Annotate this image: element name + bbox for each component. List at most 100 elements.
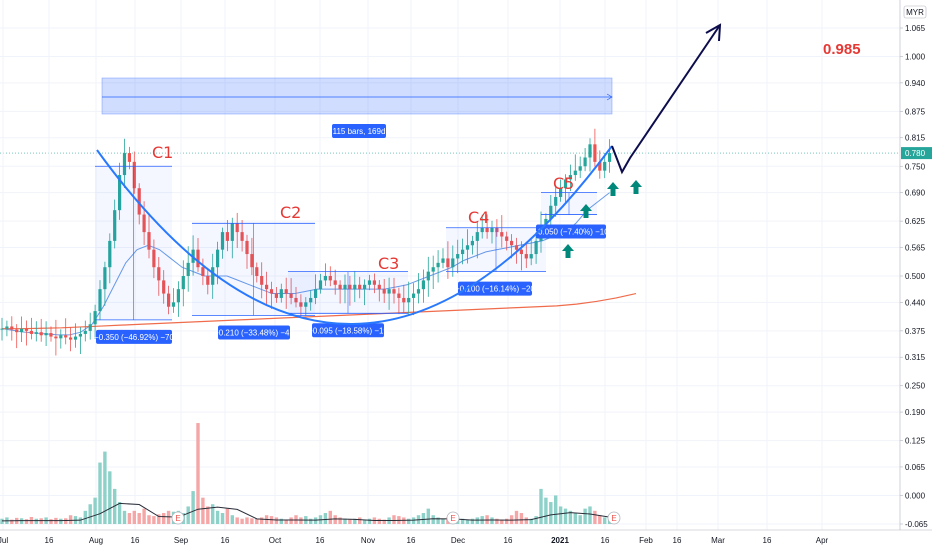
range-label-box — [332, 124, 386, 138]
candle-body — [24, 328, 29, 331]
volume-bar — [421, 513, 426, 524]
candle-body — [122, 153, 127, 176]
volume-bar — [34, 518, 38, 524]
volume-bar — [127, 513, 132, 524]
candle-body — [461, 249, 465, 255]
candle-body — [309, 297, 313, 303]
buy-arrow-icon — [630, 180, 642, 194]
candle-body — [426, 271, 430, 281]
volume-bar — [245, 517, 249, 524]
volume-bar — [137, 513, 141, 524]
volume-bar — [152, 516, 156, 524]
price-axis[interactable]: 1.065 1.000 0.940 0.875 0.815 0.750 0.690 0.625… — [899, 0, 932, 550]
measure-label-box — [536, 224, 606, 239]
volume-bar — [343, 518, 347, 524]
time-tick-label: 16 — [763, 536, 772, 545]
volume-bar — [162, 513, 166, 524]
candle-body — [15, 329, 19, 333]
candle-body — [294, 297, 298, 303]
price-tick-label: 0.125 — [905, 437, 926, 446]
volume-average-line — [1, 502, 610, 522]
volume-bar — [358, 517, 362, 524]
candle-body — [5, 326, 9, 329]
candle-body — [64, 335, 68, 338]
candle-body — [510, 240, 514, 246]
candle-body — [382, 289, 386, 294]
candle-body — [451, 258, 455, 268]
candle-body — [593, 144, 597, 162]
candle-body — [78, 333, 82, 337]
candle-body — [44, 333, 48, 336]
measurement-tools: −0.350 (−46.92%) −70 −0.210 (−33.48%) −42… — [94, 165, 609, 344]
candle-body — [436, 262, 440, 268]
volume-bar — [514, 510, 519, 524]
time-axis[interactable]: Jul 16 Aug 16 Sep 16 Oct 16 Nov 16 Dec 16 2021 16 Feb 1… — [0, 529, 932, 550]
candle-body — [519, 249, 523, 255]
ma-long-line — [2, 292, 637, 330]
earnings-marker-icon — [607, 511, 621, 525]
price-tick-label: 0.625 — [905, 217, 926, 226]
volume-bar — [10, 519, 14, 524]
candle-body — [279, 289, 283, 298]
candle-body — [240, 232, 244, 241]
price-tick-label: 0.250 — [905, 382, 926, 391]
ma-short-line — [1, 192, 610, 336]
candle-body — [314, 289, 318, 298]
time-tick-label: Dec — [451, 536, 465, 545]
price-tick-label: -0.065 — [905, 520, 928, 529]
candle-body — [500, 232, 504, 237]
time-tick-label: 16 — [316, 536, 325, 545]
price-axis-bg — [900, 0, 932, 550]
price-tick-label: 0.750 — [905, 162, 926, 171]
time-tick-label: Oct — [269, 536, 282, 545]
candle-body — [514, 245, 519, 250]
candle-body — [157, 267, 161, 281]
candle-body — [171, 302, 176, 307]
volume-bar — [593, 510, 597, 524]
buy-signal-arrows — [562, 180, 642, 258]
range-label: 115 bars, 169d — [333, 127, 386, 136]
cup-label-c3: C3 — [378, 254, 399, 273]
volume-bar — [323, 513, 328, 524]
time-tick-label: Aug — [89, 536, 103, 545]
volume-bar — [411, 517, 416, 524]
volume-bar — [186, 506, 190, 524]
candle-body — [475, 232, 479, 241]
candle-body — [186, 262, 190, 276]
candle-body — [402, 297, 406, 303]
candle-body — [196, 249, 200, 268]
candle-body — [201, 267, 205, 276]
time-tick-label: Jul — [0, 536, 8, 545]
volume-bar — [289, 517, 293, 524]
volume-bar — [353, 518, 357, 524]
candle-body — [397, 293, 401, 298]
candle-body — [465, 245, 470, 250]
volume-bars — [0, 423, 617, 524]
earnings-marker-icon — [171, 511, 185, 525]
candle-body — [431, 267, 435, 272]
volume-bar — [377, 518, 381, 524]
candle-body — [137, 188, 141, 215]
candle-body — [338, 284, 342, 290]
volume-bar — [215, 510, 220, 524]
measure-label-box — [218, 325, 290, 340]
candle-body — [250, 254, 254, 268]
candle-body — [167, 293, 171, 307]
volume-bar — [426, 508, 430, 524]
volume-bar — [583, 508, 587, 524]
volume-bar — [284, 519, 288, 524]
time-tick-label: Feb — [639, 536, 653, 545]
target-price: 0.985 — [823, 41, 861, 58]
candle-body — [211, 267, 215, 285]
candle-body — [603, 161, 607, 171]
candle-body — [103, 267, 107, 290]
candle-body — [416, 289, 421, 294]
candle-body — [363, 284, 367, 290]
cup-label-c2: C2 — [280, 203, 301, 222]
time-tick-label: 2021 — [551, 536, 569, 545]
candle-body — [260, 276, 264, 285]
candle-body — [573, 170, 577, 176]
candle-body — [470, 240, 474, 246]
